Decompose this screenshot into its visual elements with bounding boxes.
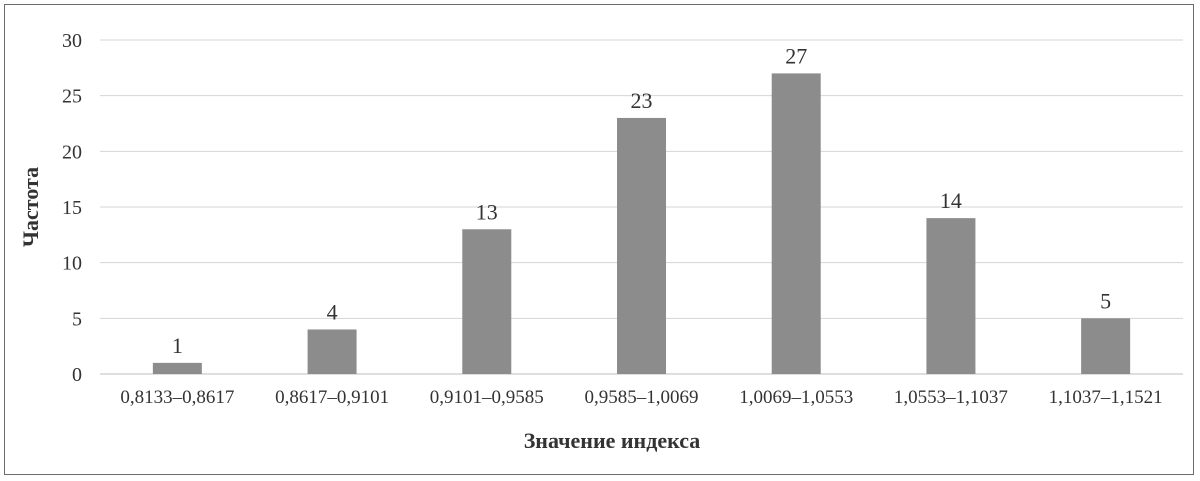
chart-frame <box>4 4 1194 475</box>
y-tick-label: 10 <box>62 253 82 275</box>
bar-value-label: 14 <box>940 188 962 213</box>
y-tick-label: 20 <box>62 141 82 163</box>
x-axis-title: Значение индекса <box>524 428 701 453</box>
y-axis-title: Частота <box>18 167 43 247</box>
y-tick-label: 0 <box>72 364 82 386</box>
bar-value-label: 27 <box>785 43 807 68</box>
bar <box>462 229 512 374</box>
x-tick-label: 1,1037–1,1521 <box>1049 387 1163 408</box>
bar <box>152 362 202 374</box>
bar-value-label: 23 <box>631 88 653 113</box>
y-tick-label: 15 <box>62 197 82 219</box>
bar-value-label: 1 <box>172 333 183 358</box>
y-tick-label: 30 <box>62 30 82 52</box>
x-axis-ticks: 0,8133–0,8617 0,8617–0,9101 0,9101–0,9585 0… <box>120 387 1162 408</box>
x-tick-label: 0,8617–0,9101 <box>275 387 389 408</box>
x-tick-label: 1,0069–1,0553 <box>739 387 853 408</box>
bar-value-label: 5 <box>1100 288 1111 313</box>
y-tick-label: 5 <box>72 308 82 330</box>
x-tick-label: 0,9585–1,0069 <box>585 387 699 408</box>
bar <box>926 218 976 374</box>
bar <box>307 329 357 374</box>
bar-value-label: 4 <box>327 299 338 324</box>
bar-value-label: 13 <box>476 199 498 224</box>
y-tick-label: 25 <box>62 86 82 108</box>
bars <box>152 73 1131 375</box>
y-axis-ticks: 0 5 10 15 20 25 30 <box>62 30 82 386</box>
x-tick-label: 1,0553–1,1037 <box>894 387 1008 408</box>
x-tick-label: 0,9101–0,9585 <box>430 387 544 408</box>
bar <box>771 73 821 375</box>
x-tick-label: 0,8133–0,8617 <box>120 387 234 408</box>
bar <box>617 117 666 374</box>
bar <box>1081 318 1131 374</box>
